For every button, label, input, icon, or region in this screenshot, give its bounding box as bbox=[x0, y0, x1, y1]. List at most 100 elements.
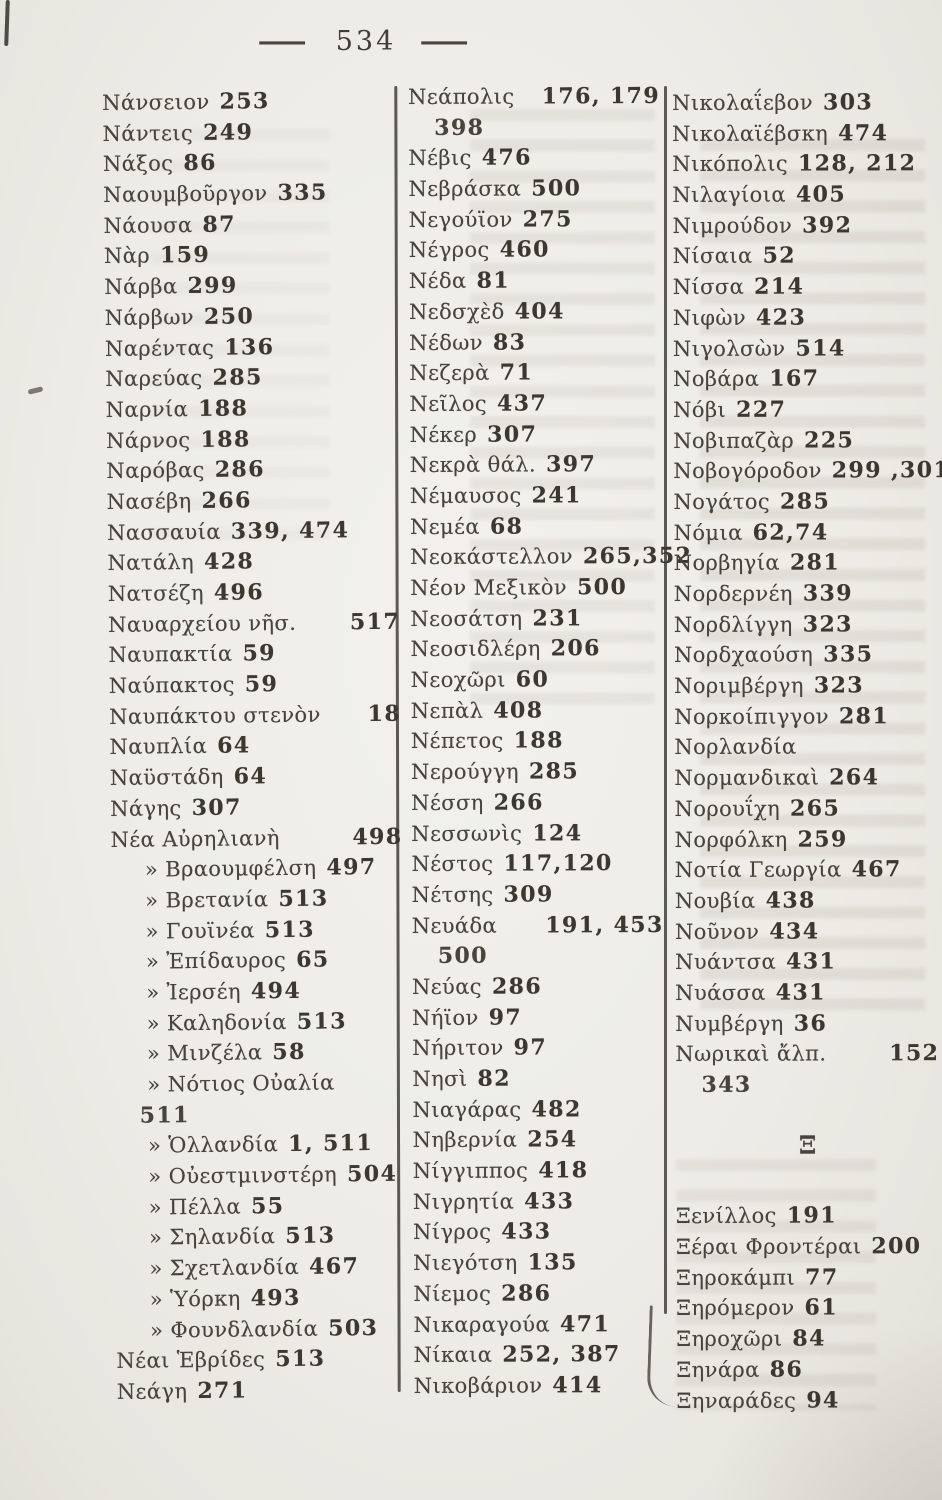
entry-pages: 397 bbox=[546, 451, 597, 478]
entry-pages: 513 bbox=[275, 1345, 326, 1373]
entry-pages: 52 bbox=[762, 243, 797, 270]
entry-pages: 241 bbox=[531, 482, 582, 509]
entry-pages: 271 bbox=[197, 1377, 248, 1404]
entry-pages: 418 bbox=[538, 1157, 589, 1184]
index-entry: Νίεμος 286 bbox=[413, 1278, 665, 1310]
entry-name: Ναρεύας bbox=[105, 366, 203, 392]
entry-name: Νάρνος bbox=[105, 427, 191, 453]
entry-name: Ξηροχῶρι bbox=[676, 1326, 783, 1352]
entry-name: Νέαι Ἑβρίδες bbox=[116, 1347, 266, 1374]
index-entry: Ξηναράδες 94 bbox=[677, 1385, 941, 1417]
entry-name: Νοβάρα bbox=[672, 366, 760, 392]
entry-pages: 513 bbox=[278, 885, 329, 912]
index-entry: » Ἰερσέη 494 bbox=[112, 975, 404, 1009]
entry-name: Ναϋστάδη bbox=[109, 764, 224, 791]
entry-name: Ναυπάκτου στενὸν bbox=[108, 702, 321, 729]
entry-pages: 281 bbox=[838, 702, 890, 730]
index-entry: Νεύας 286 bbox=[412, 971, 664, 1003]
entry-pages: 513 bbox=[296, 1007, 348, 1035]
index-entry: Νὰρ 159 bbox=[104, 238, 396, 272]
entry-name: » Σηλανδία bbox=[148, 1224, 276, 1250]
index-entry: Νέμαυσος 241 bbox=[410, 480, 662, 512]
entry-name: Νιγολσὼν bbox=[672, 336, 786, 361]
entry-name: Νοτία Γεωργία bbox=[674, 857, 842, 883]
index-entry: Νάρνος 188 bbox=[106, 422, 398, 456]
index-entry: Νοριμβέργη 323 bbox=[674, 670, 938, 702]
index-entry: Ξηροκάμπι 77 bbox=[676, 1262, 940, 1294]
index-entry: » Νότιος Οὐαλία bbox=[113, 1067, 405, 1101]
entry-pages: 323 bbox=[813, 672, 865, 699]
entry-name: Ναυπλία bbox=[109, 734, 208, 760]
entry-name: Νίσσα bbox=[672, 274, 745, 300]
entry-name: Νεοχῶρι bbox=[410, 667, 506, 693]
entry-pages: 496 bbox=[213, 579, 265, 606]
entry-name: Νηβερνία bbox=[412, 1127, 518, 1153]
entry-pages: 339, 474 bbox=[230, 516, 350, 545]
entry-pages: 83 bbox=[492, 328, 527, 356]
entry-pages: 423 bbox=[755, 304, 807, 331]
entry-pages: 431 bbox=[786, 948, 837, 975]
entry-pages: 285 bbox=[528, 758, 580, 785]
index-entry: Νικοβάριον 414 bbox=[414, 1370, 666, 1402]
entry-pages: 65 bbox=[295, 946, 330, 974]
entry-pages: 437 bbox=[496, 390, 548, 417]
entry-name: Νίσαια bbox=[672, 244, 753, 269]
entry-name: Νίγγιππος bbox=[412, 1158, 529, 1184]
entry-name: Νὰρ bbox=[103, 243, 151, 269]
entry-pages: 265 bbox=[789, 795, 841, 822]
entry-pages: 286 bbox=[501, 1280, 552, 1307]
entry-name: Νυμβέργη bbox=[675, 1011, 784, 1036]
index-entry: » Βρετανία 513 bbox=[111, 883, 403, 917]
entry-pages: 514 bbox=[795, 334, 846, 362]
entry-name: Νωρικαὶ ἄλπ. bbox=[675, 1041, 827, 1067]
index-entry: Νατσέζη 496 bbox=[108, 576, 400, 610]
index-entry: Νερούγγη 285 bbox=[411, 756, 663, 788]
entry-name: Νήϊον bbox=[412, 1005, 479, 1030]
entry-name: Νορδερνέη bbox=[673, 581, 793, 606]
entry-pages: 64 bbox=[216, 732, 251, 760]
entry-name: Νάνσειον bbox=[102, 89, 210, 115]
entry-name: Νατσέζη bbox=[107, 580, 205, 606]
entry-pages: 339 bbox=[802, 580, 853, 607]
entry-name: Νάγης bbox=[110, 795, 182, 821]
entry-pages: 493 bbox=[250, 1284, 301, 1312]
entry-name: Νασέβη bbox=[106, 488, 192, 514]
entry-name: Νορουΐχη bbox=[674, 796, 781, 821]
entry-pages: 176, 179 bbox=[541, 82, 661, 110]
entry-name: 511 bbox=[139, 1101, 190, 1129]
entry-pages: 206 bbox=[550, 635, 601, 662]
index-entry: 398 bbox=[408, 112, 660, 144]
index-entry: Ξηροχῶρι 84 bbox=[676, 1323, 940, 1355]
entry-name: Νοῦνον bbox=[674, 919, 760, 944]
entry-pages: 71 bbox=[499, 359, 534, 386]
index-entry: Νυάσσα 431 bbox=[675, 977, 939, 1009]
index-entry: Νεδσχὲδ 404 bbox=[409, 296, 661, 328]
entry-name: » Φουνδλανδία bbox=[149, 1316, 319, 1343]
index-entry: Ναρεύας 285 bbox=[105, 361, 397, 395]
entry-pages: 86 bbox=[769, 1356, 804, 1383]
index-entry: Ναρνία 188 bbox=[105, 392, 397, 426]
entry-pages: 517 bbox=[349, 608, 401, 635]
index-entry: Νυάντσα 431 bbox=[675, 946, 939, 978]
entry-name: Νιλαγίοια bbox=[672, 182, 786, 208]
entry-name: Νιμρούδον bbox=[672, 213, 793, 238]
index-entry: Νόβι 227 bbox=[673, 394, 937, 426]
index-entry: Νογάτος 285 bbox=[673, 486, 937, 518]
index-entry: Νοῦνον 434 bbox=[675, 916, 939, 948]
index-entry: Νεάπολις 176, 179 bbox=[408, 81, 660, 113]
entry-pages: 335 bbox=[277, 179, 328, 207]
entry-name: Νέγρος bbox=[408, 238, 490, 263]
entry-pages: 434 bbox=[769, 918, 820, 945]
entry-name: » Γουϊνέα bbox=[145, 917, 255, 944]
entry-pages: 18 bbox=[367, 700, 402, 727]
index-entry: Νόμια 62,74 bbox=[673, 517, 937, 549]
index-entry: Νοβογόροδον 299 ,301 bbox=[673, 455, 942, 487]
index-entry: Ναουμβοῦργον 335 bbox=[103, 177, 395, 211]
entry-pages: 460 bbox=[499, 236, 550, 264]
entry-name: 398 bbox=[434, 114, 485, 141]
entry-name: Νέσση bbox=[411, 790, 484, 815]
index-entry: Νεμέα 68 bbox=[410, 511, 662, 543]
entry-name: Ναρέντας bbox=[104, 335, 215, 361]
entry-name: Νησὶ bbox=[412, 1066, 468, 1091]
